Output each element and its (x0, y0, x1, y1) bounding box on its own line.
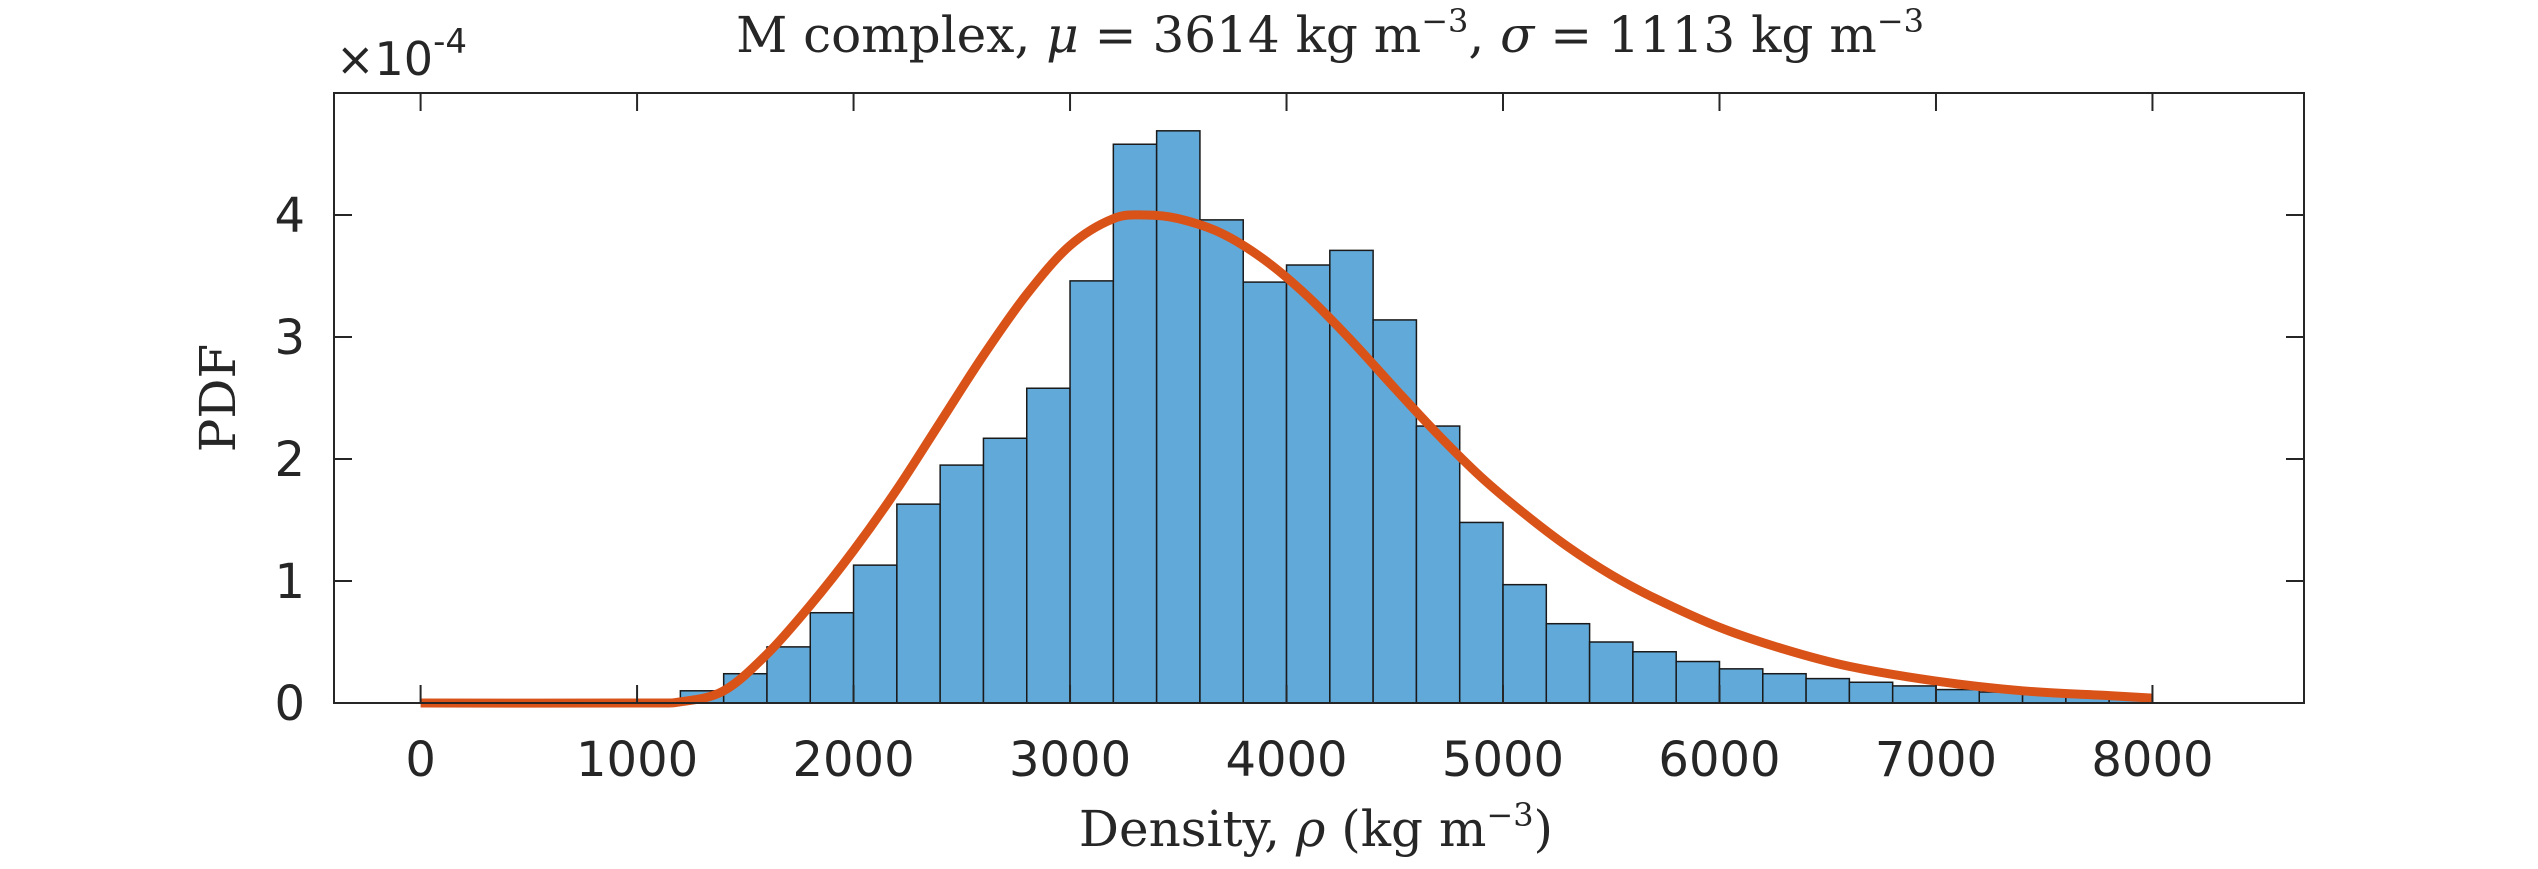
xlabel-rho: ρ (1295, 800, 1326, 858)
y-tick-label: 0 (274, 676, 305, 732)
y-tick-label: 4 (274, 188, 305, 244)
histogram-bar (1285, 264, 1331, 704)
y-axis-label: PDF (189, 344, 247, 452)
x-tick-label: 3000 (1009, 732, 1131, 788)
histogram-bar (1632, 651, 1677, 704)
histogram-bar (1891, 685, 1937, 704)
histogram-bar (1199, 219, 1244, 704)
x-tick-label: 1000 (576, 732, 698, 788)
histogram-bar (1242, 281, 1288, 704)
axis-ticks (334, 93, 2304, 704)
histogram-bar (1329, 249, 1374, 704)
chart-title: M complex, μ = 3614 kg m−3, σ = 1113 kg … (736, 2, 1924, 64)
title-sigma: σ (1500, 6, 1536, 64)
histogram-bar (1848, 681, 1894, 704)
y-tick-label: 1 (274, 554, 305, 610)
x-tick-label: 5000 (1442, 732, 1564, 788)
histogram-bar (896, 503, 941, 704)
y-axis-multiplier: ×10-4 (336, 22, 467, 86)
title-mu: μ (1046, 6, 1079, 64)
xlabel-exponent: −3 (1486, 796, 1533, 834)
title-mu-value: = 3614 kg m (1079, 6, 1421, 64)
histogram-bar (809, 611, 855, 704)
x-tick-label: 4000 (1225, 732, 1347, 788)
histogram-bar (1588, 641, 1634, 704)
xlabel-unit: (kg m (1325, 800, 1486, 858)
title-sigma-exponent: −3 (1877, 2, 1924, 40)
histogram-bar (1545, 622, 1591, 704)
fit-curve-line (420, 210, 2153, 708)
histogram-bar (1458, 521, 1504, 704)
y-multiplier-exponent: -4 (433, 22, 467, 62)
x-axis-label: Density, ρ (kg m−3) (1079, 796, 1553, 858)
x-tick-labels: 0 1000 2000 3000 4000 5000 6000 7000 8000 (405, 732, 2213, 788)
y-tick-label: 2 (274, 432, 305, 488)
histogram-bar (982, 437, 1028, 704)
xlabel-text: Density, (1079, 800, 1296, 858)
title-mu-exponent: −3 (1421, 2, 1468, 40)
title-prefix: M complex, (736, 6, 1046, 64)
histogram-bar (1805, 677, 1851, 704)
y-multiplier-base: ×10 (336, 32, 433, 86)
fit-curve-layer (420, 210, 2153, 708)
axes-box (333, 92, 2305, 704)
x-tick-label: 6000 (1658, 732, 1780, 788)
histogram-bar (1762, 672, 1807, 704)
xlabel-close: ) (1534, 800, 1554, 858)
histogram-bar (939, 464, 985, 704)
histogram-bar (1025, 387, 1071, 704)
histogram-bars (679, 130, 2154, 704)
histogram-bar (1935, 688, 1981, 704)
histogram-bar (1675, 660, 1721, 704)
histogram-bar (1069, 280, 1115, 704)
x-tick-label: 2000 (792, 732, 914, 788)
histogram-bar (1112, 143, 1158, 704)
x-tick-label: 7000 (1875, 732, 1997, 788)
y-tick-labels: 0 1 2 3 4 (274, 188, 305, 732)
histogram-bar (1415, 425, 1461, 704)
y-tick-label: 3 (274, 310, 305, 366)
histogram-bar (1502, 583, 1548, 704)
x-tick-label: 0 (405, 732, 436, 788)
histogram-bar (766, 646, 812, 704)
histogram-bar (852, 564, 898, 704)
x-tick-label: 8000 (2091, 732, 2213, 788)
title-separator: , (1468, 6, 1500, 64)
title-sigma-value: = 1113 kg m (1534, 6, 1876, 64)
histogram-bar (1718, 668, 1764, 704)
